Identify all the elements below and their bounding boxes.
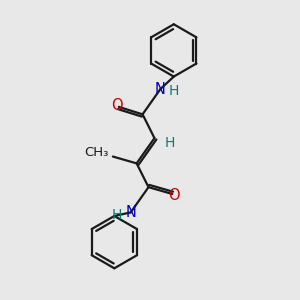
Text: H: H — [164, 136, 175, 151]
Text: N: N — [155, 82, 166, 97]
Text: CH₃: CH₃ — [84, 146, 108, 160]
Text: N: N — [125, 205, 136, 220]
Text: H: H — [112, 208, 122, 222]
Text: H: H — [169, 84, 179, 98]
Text: O: O — [168, 188, 180, 203]
Text: O: O — [112, 98, 123, 113]
